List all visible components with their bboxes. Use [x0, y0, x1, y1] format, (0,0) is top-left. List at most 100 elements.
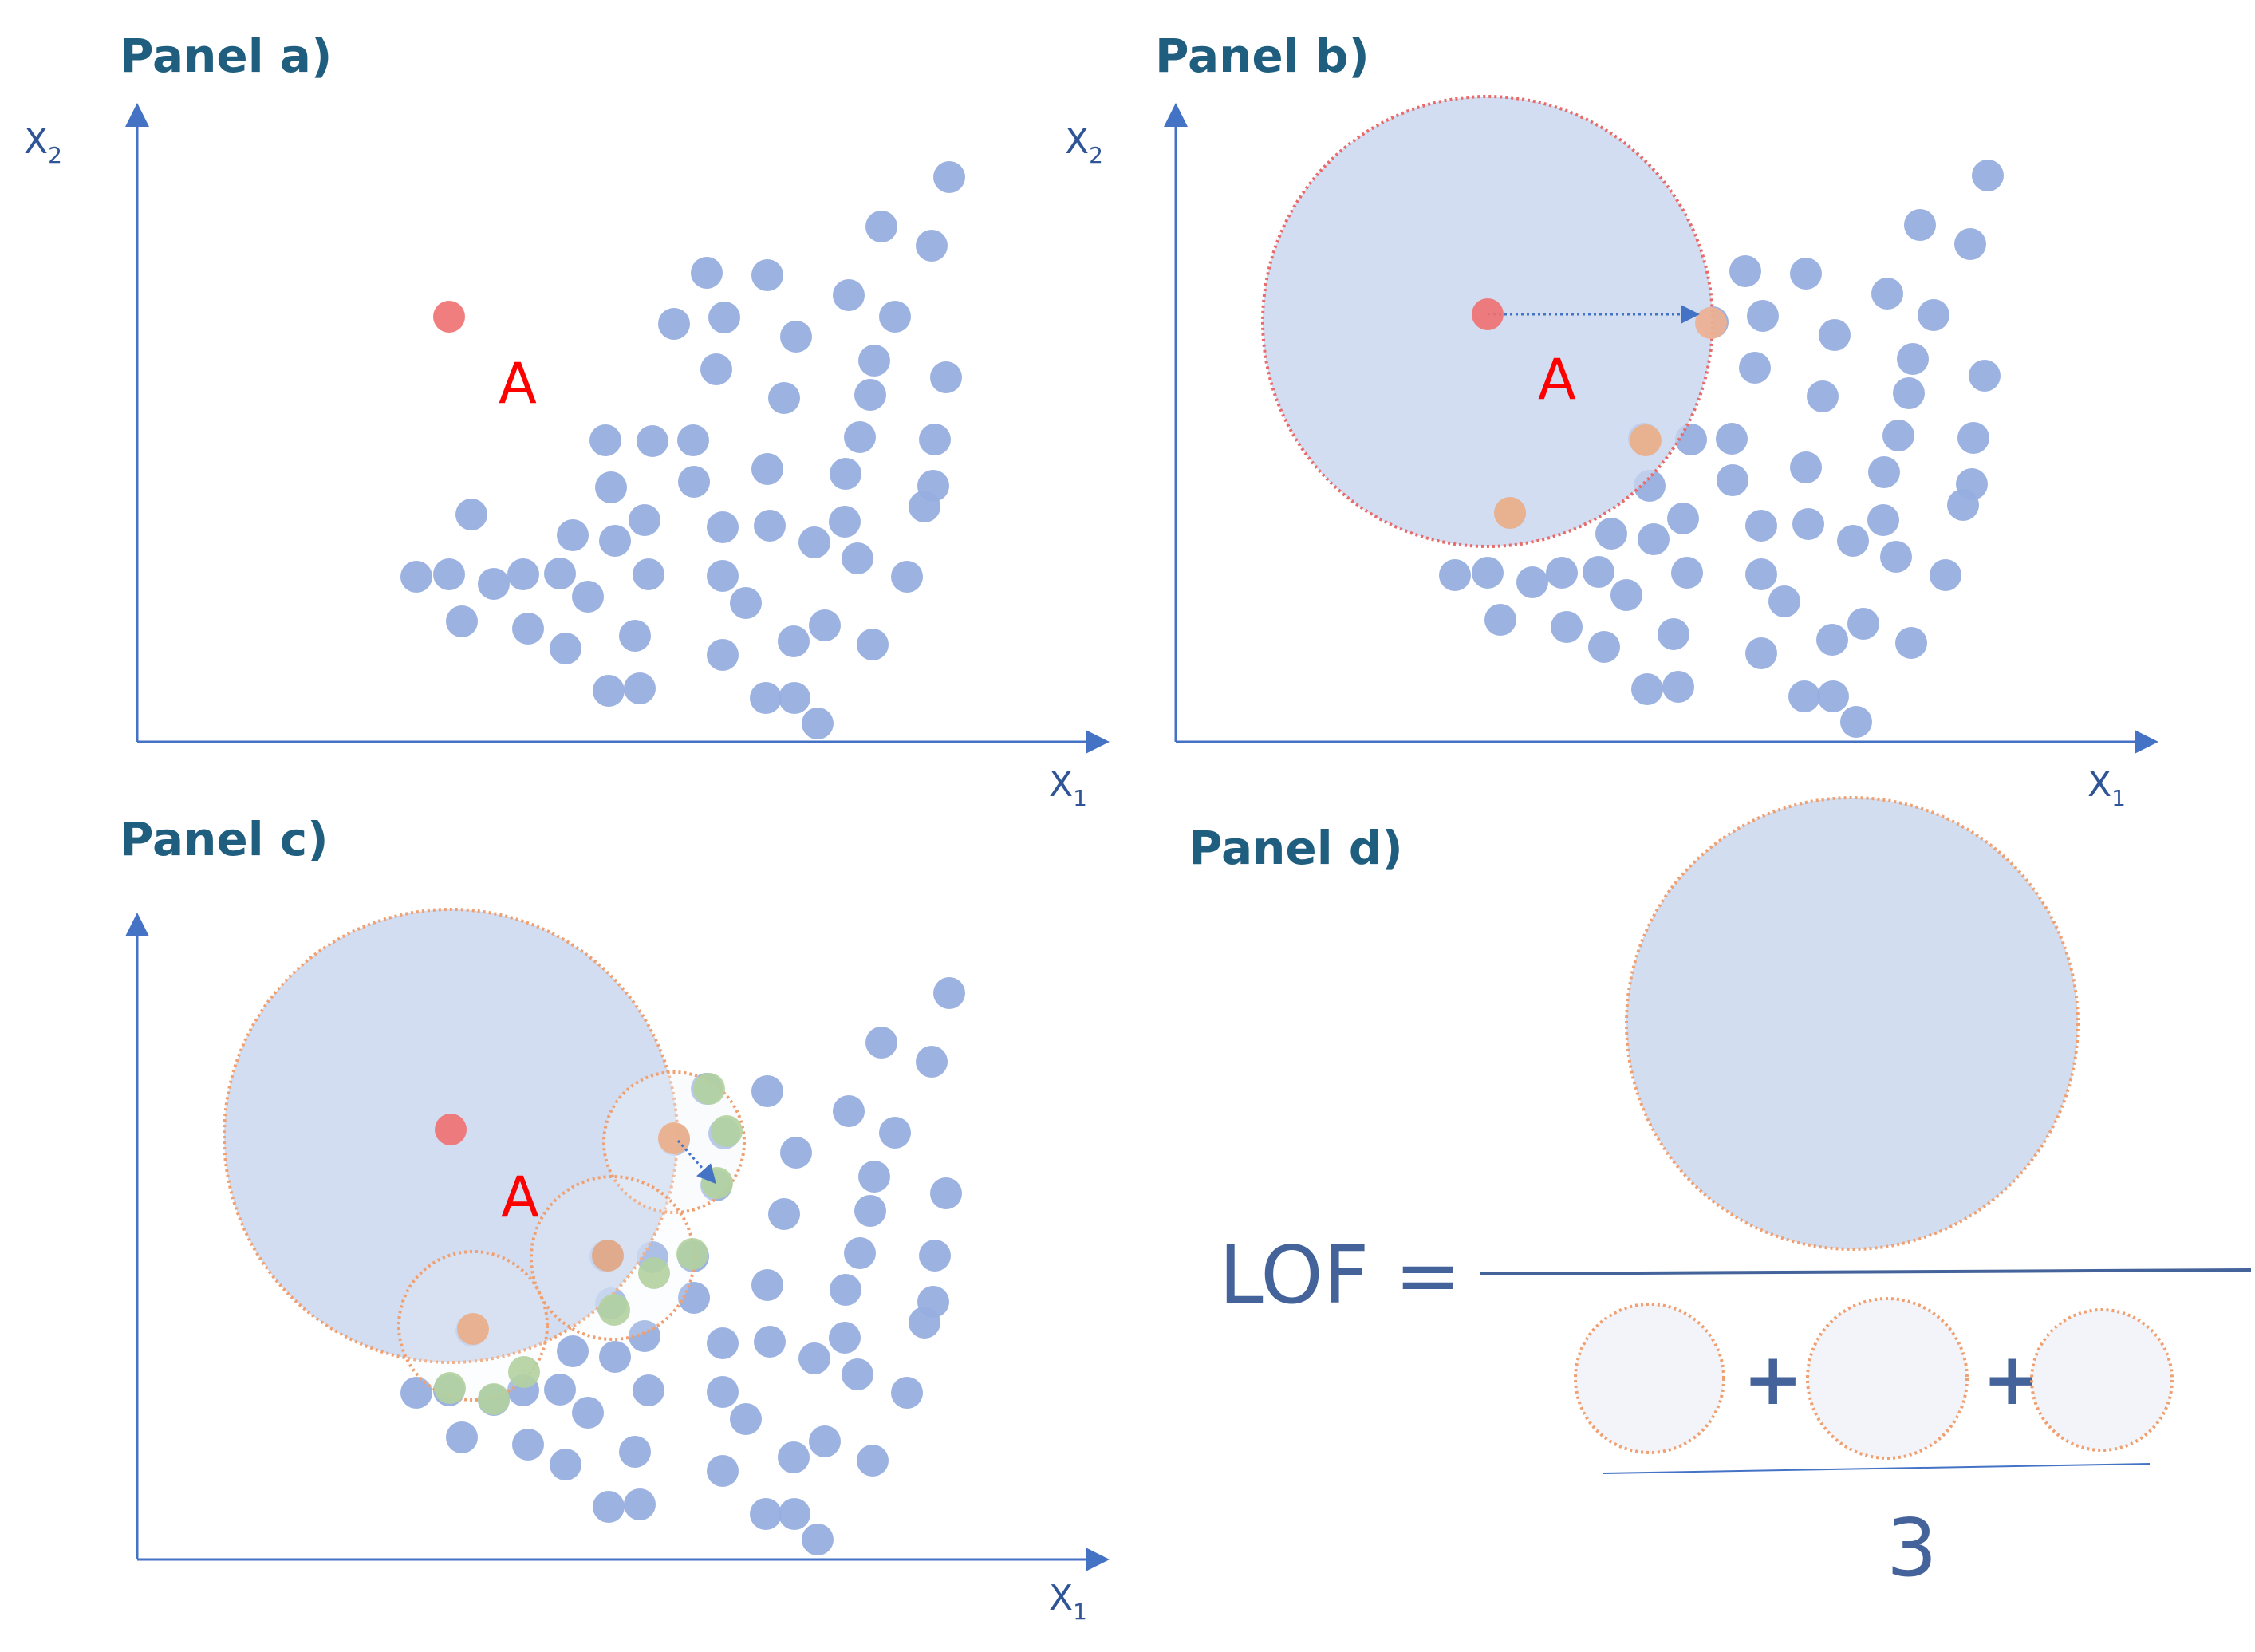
panel-c-x-label: X1 [1049, 1578, 1087, 1625]
data-point [1439, 559, 1471, 591]
data-point [678, 466, 710, 498]
panel-c-second-neighbor-point [701, 1167, 733, 1199]
data-point [1595, 518, 1627, 550]
data-point [572, 581, 604, 613]
data-point [857, 629, 889, 660]
panel-d-denominator-circle [1574, 1303, 1725, 1454]
panel-c-second-neighbor-point [598, 1294, 630, 1326]
data-point [1819, 319, 1851, 351]
data-point [707, 560, 739, 592]
data-point [707, 511, 739, 543]
data-point [865, 1027, 897, 1059]
panel-a: Panel a) X2 X1 A [24, 29, 1110, 811]
lof-formula-label: LOF = [1219, 1228, 1461, 1322]
panel-c-neighbor-point [592, 1240, 624, 1272]
panel-b-point-label: A [1538, 347, 1576, 412]
data-point [1868, 456, 1900, 488]
lof-fraction-bar [1479, 1268, 2252, 1275]
data-point [919, 424, 951, 455]
data-point [751, 1269, 783, 1301]
panel-b-title: Panel b) [1155, 29, 1370, 83]
data-point [844, 1237, 876, 1269]
panel-c-second-neighbor-point [508, 1356, 540, 1388]
data-point [1790, 258, 1822, 290]
data-point [842, 542, 873, 574]
data-point [707, 1455, 739, 1487]
data-point [557, 519, 589, 551]
data-point [833, 1095, 865, 1127]
data-point [629, 504, 660, 536]
data-point [1667, 503, 1699, 534]
panel-c-neighbor-point [457, 1313, 489, 1345]
data-point [512, 613, 544, 645]
data-point [909, 491, 940, 522]
data-point [1717, 464, 1748, 496]
data-point [677, 424, 709, 456]
data-point [1484, 604, 1516, 636]
data-point [891, 1377, 923, 1409]
data-point [619, 1436, 651, 1468]
panel-d-denominator-circle [2030, 1308, 2174, 1452]
data-point [798, 1342, 830, 1374]
data-point [1662, 671, 1694, 703]
data-point [1918, 299, 1949, 331]
data-point [1954, 228, 1986, 260]
data-point [1716, 423, 1748, 455]
data-point [1729, 255, 1761, 287]
data-point [809, 1425, 841, 1457]
data-point [1631, 673, 1663, 705]
panel-b-neighbor-point [1630, 424, 1662, 456]
data-point [730, 1403, 762, 1435]
data-point [446, 1421, 478, 1453]
data-point [1768, 585, 1800, 617]
data-point [637, 425, 668, 457]
data-point [1969, 360, 2001, 392]
data-point [595, 471, 627, 503]
data-point [1745, 637, 1777, 669]
data-point [658, 308, 690, 340]
data-point [455, 499, 487, 530]
data-point [599, 1341, 631, 1373]
panel-b-outlier-point [1472, 298, 1504, 330]
panel-c-second-neighbor-point [434, 1372, 466, 1404]
data-point [1807, 380, 1839, 412]
data-point [1747, 300, 1779, 332]
data-point [678, 1282, 710, 1314]
lof-denominator-bar [1603, 1463, 2151, 1474]
data-point [1816, 624, 1848, 656]
data-point [1882, 420, 1914, 451]
data-point [865, 211, 897, 242]
lof-plus-sign: + [1743, 1338, 1803, 1421]
panel-d-title: Panel d) [1189, 821, 1403, 875]
data-point [1745, 510, 1777, 542]
data-point [633, 558, 664, 590]
data-point [550, 633, 581, 664]
data-point [624, 1488, 656, 1520]
data-point [879, 1117, 911, 1149]
data-point [778, 625, 810, 657]
data-point [1893, 377, 1925, 409]
data-point [933, 161, 965, 193]
data-point [1895, 627, 1927, 659]
data-point [507, 558, 539, 590]
data-point [1972, 160, 2004, 191]
panel-b: Panel b) X2 X1 A [1065, 29, 2158, 811]
data-point [750, 682, 782, 714]
panel-c-distance-arrow [676, 1140, 716, 1185]
data-point [857, 1445, 889, 1477]
data-point [844, 421, 876, 453]
data-point [1638, 523, 1670, 555]
panel-c-point-label: A [501, 1165, 539, 1230]
data-point [1847, 608, 1879, 640]
data-point [1583, 556, 1614, 588]
data-point [593, 675, 625, 707]
panel-d-denominator-circle [1806, 1297, 1969, 1460]
panel-c-second-neighbor-point [711, 1115, 743, 1147]
panel-a-x-label: X1 [1049, 764, 1087, 811]
data-point [1817, 680, 1849, 712]
data-point [829, 506, 861, 538]
data-point [1551, 611, 1583, 643]
data-point [433, 558, 465, 590]
data-point [854, 379, 886, 411]
